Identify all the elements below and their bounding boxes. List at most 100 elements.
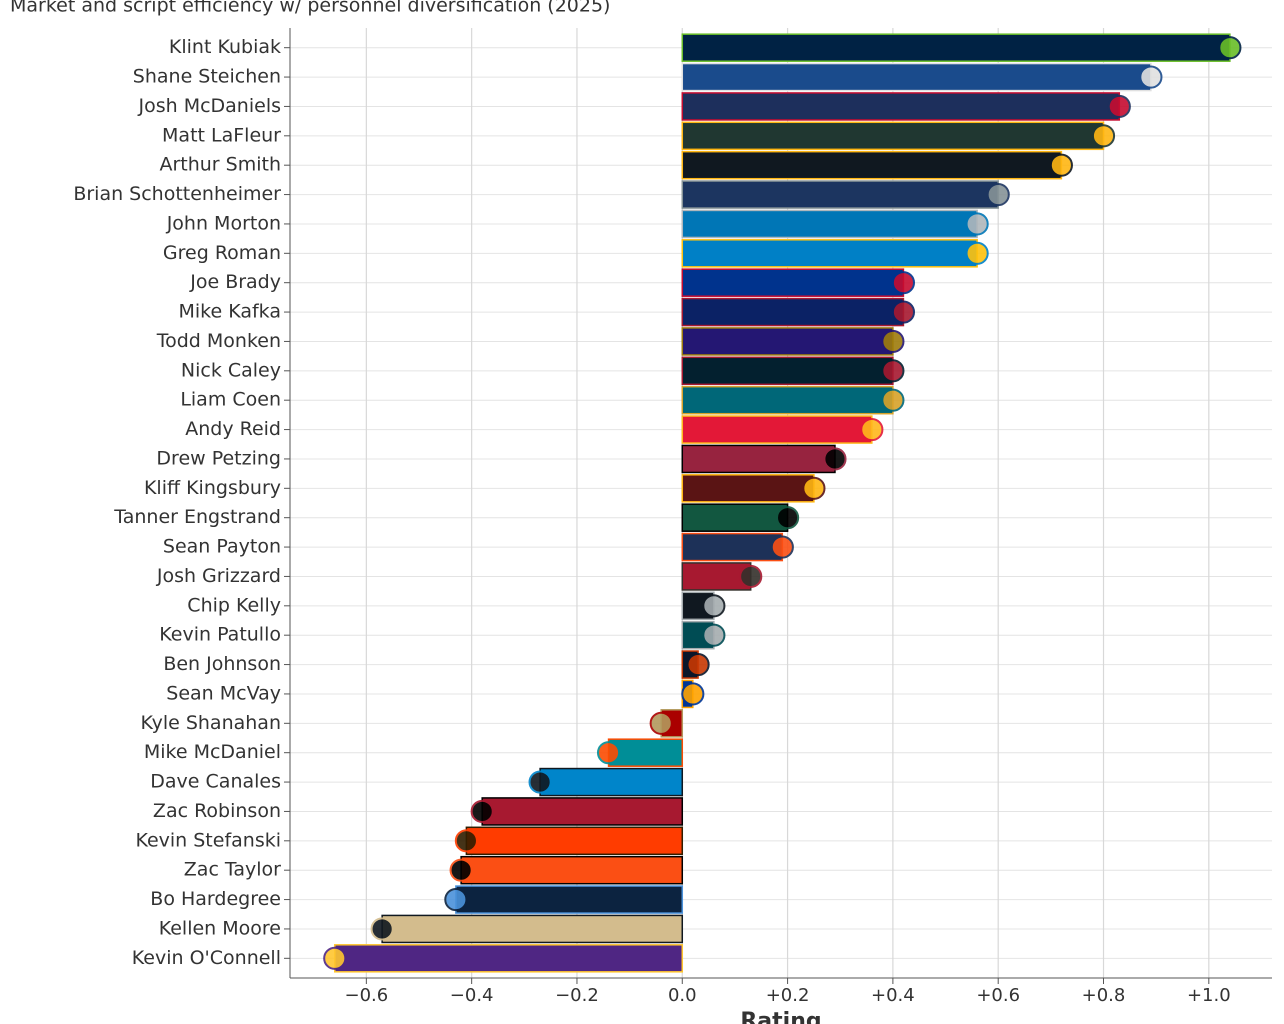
bar [481, 797, 684, 826]
y-tick-label: Dave Canales [150, 771, 281, 793]
team-logo [444, 887, 468, 912]
y-tick-label: Mike McDaniel [144, 741, 281, 763]
team-logo [470, 799, 494, 824]
chart-title: Market and script efficiency w/ personne… [10, 0, 610, 17]
team-logo [681, 682, 705, 706]
team-logo [323, 946, 347, 970]
team-logo [965, 241, 989, 265]
team-logo [776, 506, 800, 530]
bar [455, 885, 684, 914]
bar [681, 503, 789, 532]
y-tick-label: Andy Reid [185, 418, 281, 440]
y-tick-label: Josh McDaniels [137, 95, 281, 117]
y-tick-label: Brian Schottenheimer [73, 183, 281, 205]
y-tick-label: Klint Kubiak [169, 36, 281, 58]
team-logo [686, 652, 710, 677]
team-logo [596, 741, 621, 765]
x-tick-label: +0.8 [1082, 985, 1126, 1006]
x-tick-label: +0.6 [976, 985, 1020, 1006]
y-tick-label: Shane Steichen [133, 66, 281, 88]
team-logo [528, 770, 552, 794]
y-tick-label: Zac Robinson [153, 800, 281, 822]
team-logo [649, 711, 673, 735]
y-tick-label: Chip Kelly [187, 594, 281, 616]
team-logo [1139, 65, 1163, 89]
team-logo [1107, 94, 1131, 119]
bar [539, 767, 684, 797]
team-logo [881, 388, 905, 412]
team-logo [370, 917, 394, 941]
bar [681, 62, 1152, 92]
bar [465, 826, 684, 856]
y-tick-label: Arthur Smith [159, 154, 281, 176]
y-tick-label: Kevin Stefanski [135, 829, 281, 851]
y-tick-label: Kevin O'Connell [132, 947, 281, 969]
y-tick-label: John Morton [166, 212, 281, 234]
bar [681, 239, 978, 268]
y-tick-label: Josh Grizzard [156, 565, 281, 587]
team-logo [739, 564, 763, 589]
team-logo [1218, 36, 1242, 60]
y-tick-label: Tanner Engstrand [113, 506, 281, 528]
team-logo [823, 447, 847, 471]
bar [381, 914, 684, 944]
x-tick-label: −0.4 [450, 985, 494, 1006]
x-tick-label: +0.4 [871, 985, 915, 1006]
bar [681, 33, 1231, 62]
bar [681, 150, 1063, 180]
team-logo [986, 182, 1010, 207]
y-tick-label: Mike Kafka [179, 301, 282, 323]
team-logo [891, 300, 915, 324]
bar [681, 356, 894, 386]
bar [681, 385, 894, 415]
bar [681, 415, 873, 444]
y-tick-label: Drew Petzing [156, 447, 281, 469]
bar [681, 268, 905, 297]
x-tick-label: +0.2 [766, 985, 810, 1006]
x-tick-label: −0.6 [344, 985, 388, 1006]
x-tick-label: +1.0 [1187, 985, 1231, 1006]
y-tick-label: Ben Johnson [163, 653, 281, 675]
team-logo [802, 476, 826, 500]
bar [681, 180, 999, 209]
team-logo [860, 417, 884, 442]
y-tick-label: Matt LaFleur [162, 124, 281, 146]
bar [607, 738, 684, 767]
team-logo [454, 829, 478, 853]
y-tick-label: Bo Hardegree [150, 888, 281, 910]
y-tick-label: Kliff Kingsbury [144, 477, 281, 499]
y-tick-label: Greg Roman [163, 242, 281, 264]
team-logo [881, 329, 905, 354]
team-logo [702, 623, 726, 647]
bar [681, 327, 894, 356]
y-tick-label: Zac Taylor [184, 859, 281, 881]
team-logo [891, 271, 915, 295]
team-logo [702, 594, 726, 618]
y-tick-label: Todd Monken [156, 330, 281, 352]
y-tick-label: Sean McVay [166, 682, 281, 704]
bar [681, 121, 1105, 151]
x-tick-label: −0.2 [555, 985, 599, 1006]
y-tick-label: Kyle Shanahan [141, 712, 282, 734]
bar [681, 209, 978, 239]
y-tick-label: Sean Payton [163, 536, 281, 558]
team-logo [1091, 124, 1116, 148]
bar [681, 297, 905, 327]
y-tick-label: Joe Brady [189, 271, 281, 293]
team-logo [449, 858, 473, 882]
bar [334, 944, 684, 973]
x-axis-label: Rating [740, 1009, 821, 1024]
bar [460, 855, 684, 885]
team-logo [965, 212, 989, 236]
y-tick-label: Nick Caley [181, 359, 281, 381]
team-logo [770, 535, 794, 559]
bar [681, 92, 1121, 121]
x-tick-label: 0.0 [668, 985, 697, 1006]
bar [681, 532, 784, 562]
y-tick-label: Kellen Moore [159, 917, 281, 939]
team-logo [881, 359, 905, 383]
y-tick-label: Liam Coen [180, 389, 281, 411]
bar [681, 474, 815, 503]
team-logo [1049, 153, 1073, 177]
